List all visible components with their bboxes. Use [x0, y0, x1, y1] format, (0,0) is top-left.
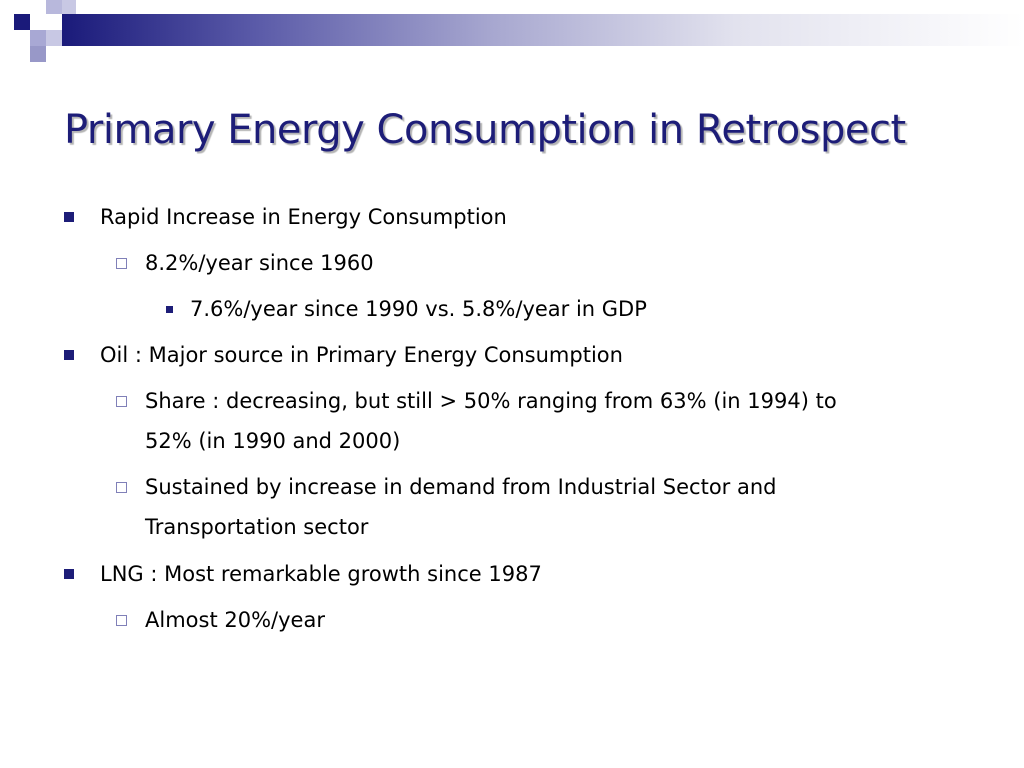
bullet-text: Rapid Increase in Energy Consumption — [100, 205, 507, 229]
bullet-square-icon — [64, 350, 74, 360]
header-square-light — [62, 0, 76, 14]
bullet-text: Share : decreasing, but still > 50% rang… — [145, 389, 837, 413]
bullet-hollow-square-icon — [116, 396, 127, 407]
bullet-text: 8.2%/year since 1960 — [145, 251, 374, 275]
bullet-text: 52% (in 1990 and 2000) — [145, 429, 401, 453]
header-square-light — [46, 30, 62, 46]
bullet-hollow-square-icon — [116, 482, 127, 493]
bullet-square-icon — [64, 212, 74, 222]
bullet-hollow-square-icon — [116, 615, 127, 626]
header-square-light — [46, 0, 62, 14]
header-square-light — [30, 30, 46, 46]
bullet-text: Transportation sector — [145, 515, 369, 539]
header-square-light — [30, 46, 46, 62]
bullet-hollow-square-icon — [116, 258, 127, 269]
bullet-square-icon — [64, 569, 74, 579]
slide-title: Primary Energy Consumption in Retrospect — [64, 107, 906, 153]
bullet-text: Oil : Major source in Primary Energy Con… — [100, 343, 623, 367]
bullet-text: LNG : Most remarkable growth since 1987 — [100, 562, 542, 586]
bullet-text: 7.6%/year since 1990 vs. 5.8%/year in GD… — [190, 297, 647, 321]
header-square-dark — [14, 14, 30, 30]
bullet-small-square-icon — [166, 306, 173, 313]
bullet-text: Sustained by increase in demand from Ind… — [145, 475, 777, 499]
bullet-text: Almost 20%/year — [145, 608, 325, 632]
header-gradient-band — [62, 14, 1024, 46]
